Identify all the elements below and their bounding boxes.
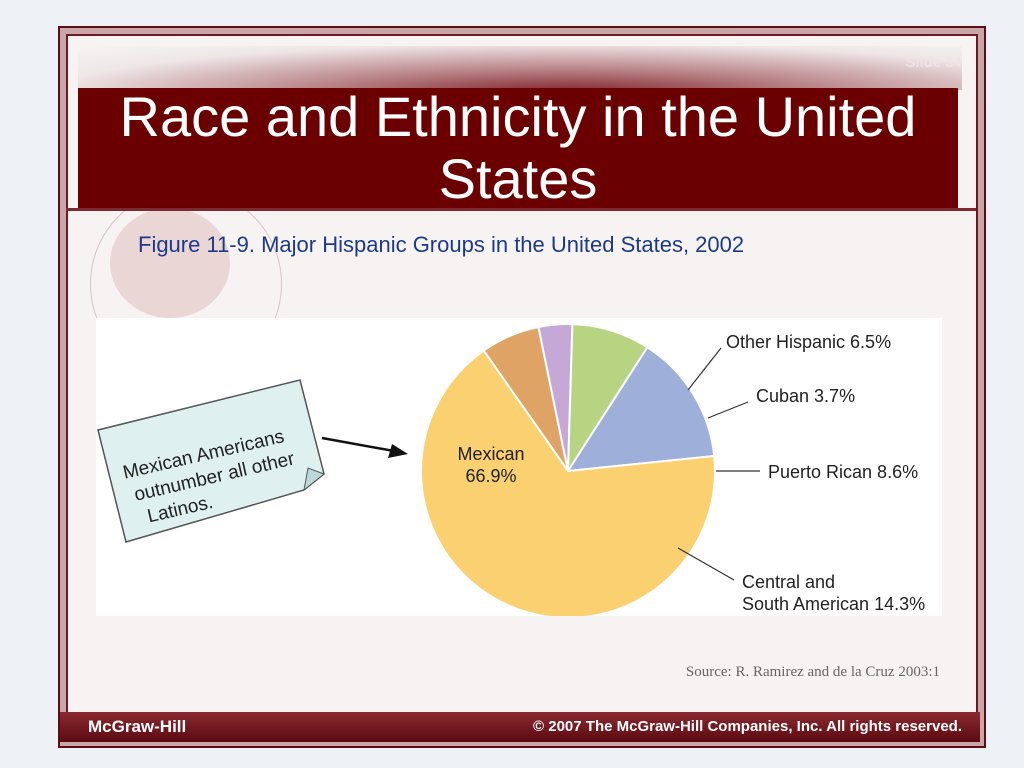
- leader-line: [707, 401, 749, 419]
- slide-number: Slide 34: [905, 54, 962, 71]
- leader-line: [677, 547, 735, 581]
- source-note: Source: R. Ramirez and de la Cruz 2003:1: [685, 664, 940, 680]
- pie-slices: [420, 323, 716, 619]
- pie-slice-central-and-south-american: [566, 345, 716, 473]
- slice-label: Puerto Rican 8.6%: [768, 462, 918, 482]
- pie-slice-mexican: [420, 349, 716, 619]
- leader-line: [687, 347, 722, 391]
- publisher-name: McGraw-Hill: [88, 717, 187, 736]
- title-band: Race and Ethnicity in the United States: [78, 85, 958, 211]
- chart-area: Mexican Americans outnumber all other La…: [96, 318, 942, 619]
- title-line-2: States: [438, 147, 598, 210]
- figure-caption: Figure 11-9. Major Hispanic Groups in th…: [138, 232, 745, 257]
- decorative-circle: [110, 208, 230, 318]
- slice-label: Cuban 3.7%: [756, 386, 855, 406]
- title-line-1: Race and Ethnicity in the United: [119, 85, 917, 148]
- callout-note: Mexican Americans outnumber all other La…: [97, 379, 325, 543]
- footer-bar: McGraw-Hill © 2007 The McGraw-Hill Compa…: [60, 712, 980, 742]
- slice-label: Other Hispanic 6.5%: [726, 332, 891, 352]
- title-separator: [66, 208, 976, 211]
- slice-label: Mexican 66.9%: [457, 444, 524, 486]
- slice-label: Central and South American 14.3%: [742, 572, 925, 614]
- copyright-notice: © 2007 The McGraw-Hill Companies, Inc. A…: [533, 718, 962, 735]
- callout-arrow: [321, 436, 408, 458]
- page-title: Race and Ethnicity in the United States: [78, 85, 958, 210]
- slide-frame: Slide 34 Race and Ethnicity in the Unite…: [58, 26, 986, 748]
- pie-chart: Mexican Americans outnumber all other La…: [97, 323, 925, 619]
- top-gradient-band: [78, 46, 962, 90]
- pie-labels: Mexican 66.9% Other Hispanic 6.5% Cuban 3.7…: [457, 332, 925, 614]
